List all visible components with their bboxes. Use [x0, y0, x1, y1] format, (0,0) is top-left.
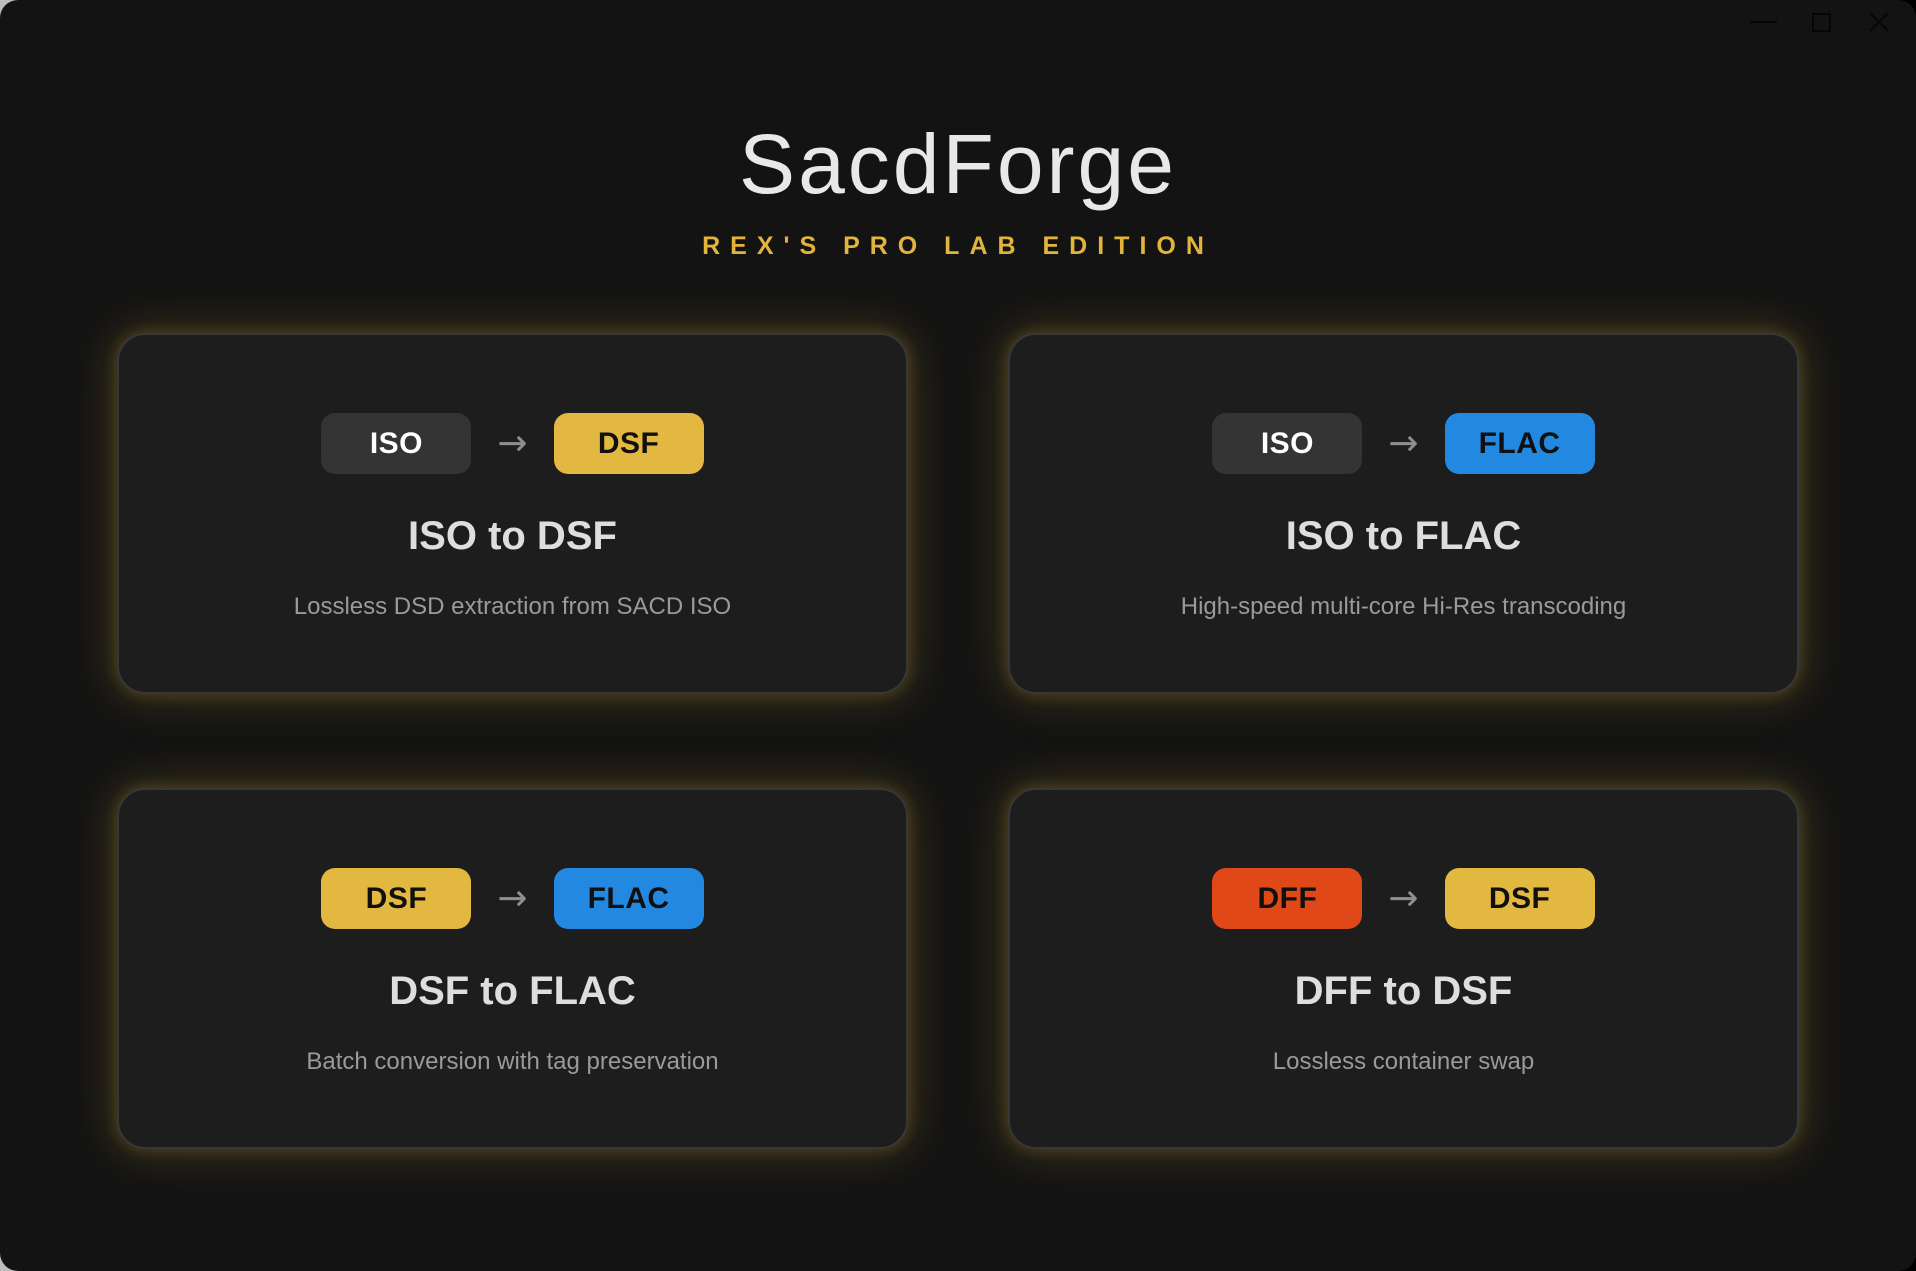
format-badge-row: DFF → DSF — [1010, 868, 1797, 929]
source-format-badge: DSF — [321, 868, 472, 929]
app-header: SacdForge REX'S PRO LAB EDITION — [0, 44, 1916, 259]
source-format-badge: ISO — [1212, 413, 1363, 474]
target-format-badge: FLAC — [1444, 413, 1595, 474]
card-title: DFF to DSF — [1294, 969, 1513, 1013]
card-iso-to-flac[interactable]: ISO → FLAC ISO to FLAC High-speed multi-… — [1008, 333, 1799, 694]
close-button[interactable] — [1850, 2, 1908, 42]
card-dff-to-dsf[interactable]: DFF → DSF DFF to DSF Lossless container … — [1008, 788, 1799, 1149]
arrow-right-icon: → — [497, 423, 528, 464]
arrow-right-icon: → — [1388, 423, 1419, 464]
card-iso-to-dsf[interactable]: ISO → DSF ISO to DSF Lossless DSD extrac… — [117, 333, 908, 694]
app-subtitle: REX'S PRO LAB EDITION — [702, 232, 1214, 260]
card-description: Lossless DSD extraction from SACD ISO — [293, 593, 732, 620]
maximize-button[interactable] — [1792, 2, 1850, 42]
format-badge-row: ISO → DSF — [119, 413, 906, 474]
card-description: High-speed multi-core Hi-Res transcoding — [1180, 593, 1627, 620]
target-format-badge: DSF — [1444, 868, 1595, 929]
app-title: SacdForge — [739, 117, 1177, 211]
format-badge-row: ISO → FLAC — [1010, 413, 1797, 474]
maximize-icon — [1811, 12, 1831, 32]
target-format-badge: DSF — [553, 413, 704, 474]
conversion-cards-grid: ISO → DSF ISO to DSF Lossless DSD extrac… — [0, 333, 1916, 1149]
card-title: ISO to DSF — [408, 514, 617, 558]
source-format-badge: DFF — [1212, 868, 1363, 929]
source-format-badge: ISO — [321, 413, 472, 474]
card-description: Lossless container swap — [1272, 1048, 1535, 1075]
format-badge-row: DSF → FLAC — [119, 868, 906, 929]
card-description: Batch conversion with tag preservation — [306, 1048, 719, 1075]
arrow-right-icon: → — [497, 878, 528, 919]
minimize-button[interactable] — [1734, 2, 1792, 42]
title-bar — [0, 0, 1916, 44]
card-title: DSF to FLAC — [389, 969, 636, 1013]
card-title: ISO to FLAC — [1285, 514, 1522, 558]
minimize-icon — [1749, 21, 1777, 23]
close-icon — [1869, 12, 1889, 32]
card-dsf-to-flac[interactable]: DSF → FLAC DSF to FLAC Batch conversion … — [117, 788, 908, 1149]
arrow-right-icon: → — [1388, 878, 1419, 919]
target-format-badge: FLAC — [553, 868, 704, 929]
